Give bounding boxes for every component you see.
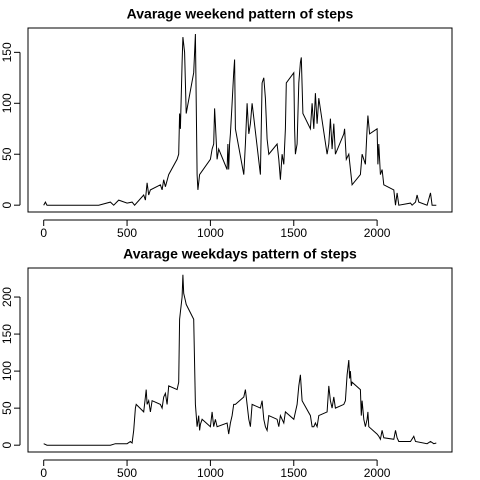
x-tick-label: 500 — [117, 226, 137, 240]
x-tick-label: 1500 — [280, 466, 307, 480]
y-tick-label: 200 — [0, 287, 14, 307]
plot-box — [27, 27, 453, 213]
y-tick-label: 100 — [0, 93, 14, 113]
y-tick-label: 0 — [0, 202, 14, 209]
plot-box — [27, 267, 453, 453]
y-tick-label: 150 — [0, 324, 14, 344]
x-tick-label: 1500 — [280, 226, 307, 240]
y-tick-label: 150 — [0, 42, 14, 62]
chart-title: Avarage weekdays pattern of steps — [123, 246, 357, 262]
chart-title: Avarage weekend pattern of steps — [127, 6, 354, 22]
x-tick-label: 2000 — [364, 226, 391, 240]
data-line — [43, 274, 437, 446]
y-tick-label: 0 — [0, 442, 14, 449]
x-tick-label: 0 — [40, 466, 47, 480]
data-line — [43, 33, 437, 206]
y-tick-label: 100 — [0, 361, 14, 381]
y-tick-label: 50 — [0, 147, 14, 161]
x-tick-label: 500 — [117, 466, 137, 480]
x-tick-label: 1000 — [197, 226, 224, 240]
y-tick-label: 50 — [0, 401, 14, 415]
x-tick-label: 0 — [40, 226, 47, 240]
x-tick-label: 1000 — [197, 466, 224, 480]
x-tick-label: 2000 — [364, 466, 391, 480]
